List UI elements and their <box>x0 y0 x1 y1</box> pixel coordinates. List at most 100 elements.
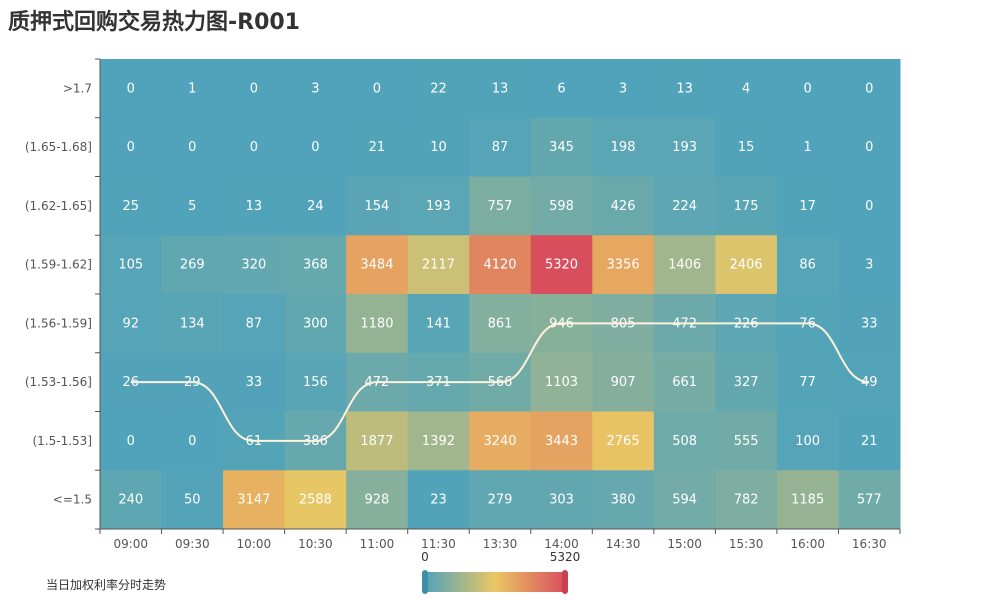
heatmap-cell[interactable] <box>530 235 593 295</box>
heatmap-cell[interactable] <box>715 470 778 530</box>
heatmap-cell[interactable] <box>469 470 532 530</box>
heatmap-cell[interactable] <box>100 294 163 354</box>
heatmap-cell[interactable] <box>838 59 901 119</box>
heatmap-cell[interactable] <box>284 176 347 236</box>
heatmap-cell[interactable] <box>469 176 532 236</box>
heatmap-cell[interactable] <box>161 176 224 236</box>
heatmap-cell[interactable] <box>223 176 286 236</box>
heatmap-cell[interactable] <box>223 117 286 177</box>
heatmap-cell[interactable] <box>161 59 224 119</box>
heatmap-cell-label: 21 <box>369 140 386 155</box>
heatmap-cell[interactable] <box>776 352 839 412</box>
heatmap-cell[interactable] <box>346 117 409 177</box>
heatmap-cell[interactable] <box>469 411 532 471</box>
heatmap-cell[interactable] <box>838 117 901 177</box>
heatmap-cell[interactable] <box>469 59 532 119</box>
heatmap-cell[interactable] <box>223 59 286 119</box>
heatmap-cell[interactable] <box>715 59 778 119</box>
heatmap-cell[interactable] <box>100 235 163 295</box>
heatmap-cell-label: 2588 <box>299 493 332 508</box>
heatmap-cell[interactable] <box>407 470 470 530</box>
heatmap-cell[interactable] <box>592 352 655 412</box>
heatmap-cell[interactable] <box>469 235 532 295</box>
heatmap-cell[interactable] <box>838 176 901 236</box>
heatmap-cell[interactable] <box>161 117 224 177</box>
heatmap-cell[interactable] <box>530 59 593 119</box>
heatmap-cell[interactable] <box>346 411 409 471</box>
heatmap-cell[interactable] <box>530 352 593 412</box>
visual-map[interactable]: 0 5320 <box>421 550 580 594</box>
heatmap-cell-label: 23 <box>430 493 447 508</box>
heatmap-cell[interactable] <box>653 470 716 530</box>
heatmap-cell[interactable] <box>284 352 347 412</box>
heatmap-cell[interactable] <box>776 235 839 295</box>
heatmap-cell[interactable] <box>592 411 655 471</box>
heatmap-cell[interactable] <box>407 117 470 177</box>
heatmap-cell[interactable] <box>284 294 347 354</box>
heatmap-cell[interactable] <box>838 411 901 471</box>
heatmap-cell[interactable] <box>223 470 286 530</box>
heatmap-cell[interactable] <box>223 235 286 295</box>
heatmap-cell[interactable] <box>715 176 778 236</box>
heatmap-cell[interactable] <box>100 59 163 119</box>
heatmap-cell[interactable] <box>653 59 716 119</box>
heatmap-cell[interactable] <box>776 411 839 471</box>
heatmap-cell[interactable] <box>100 470 163 530</box>
heatmap-cell[interactable] <box>407 235 470 295</box>
heatmap-cell[interactable] <box>838 235 901 295</box>
heatmap-cell[interactable] <box>530 117 593 177</box>
heatmap-cell[interactable] <box>653 117 716 177</box>
heatmap-cell[interactable] <box>407 59 470 119</box>
heatmap-cell[interactable] <box>346 470 409 530</box>
heatmap-cell[interactable] <box>715 117 778 177</box>
heatmap-cell[interactable] <box>776 176 839 236</box>
heatmap-cell[interactable] <box>100 411 163 471</box>
heatmap-cell[interactable] <box>223 352 286 412</box>
heatmap-cell[interactable] <box>161 235 224 295</box>
heatmap-cell[interactable] <box>530 411 593 471</box>
heatmap-cell[interactable] <box>407 411 470 471</box>
heatmap-cell[interactable] <box>223 294 286 354</box>
heatmap-cell[interactable] <box>284 117 347 177</box>
heatmap-cell[interactable] <box>653 411 716 471</box>
heatmap-cell[interactable] <box>653 176 716 236</box>
heatmap-cell[interactable] <box>776 470 839 530</box>
heatmap-cell[interactable] <box>715 352 778 412</box>
heatmap-cell-label: 327 <box>734 375 759 390</box>
heatmap-cell[interactable] <box>284 470 347 530</box>
heatmap-cell[interactable] <box>284 235 347 295</box>
heatmap-cell[interactable] <box>715 411 778 471</box>
heatmap-cell[interactable] <box>469 117 532 177</box>
heatmap-cell[interactable] <box>715 235 778 295</box>
heatmap-cell[interactable] <box>653 235 716 295</box>
heatmap-cell[interactable] <box>530 470 593 530</box>
heatmap-cell-label: 1392 <box>422 434 455 449</box>
heatmap-cell[interactable] <box>100 117 163 177</box>
heatmap-cell[interactable] <box>407 294 470 354</box>
heatmap-cell[interactable] <box>838 294 901 354</box>
heatmap-cell[interactable] <box>346 235 409 295</box>
heatmap-cell-label: 87 <box>492 140 509 155</box>
heatmap-cell[interactable] <box>776 117 839 177</box>
heatmap-cell[interactable] <box>592 470 655 530</box>
heatmap-cell[interactable] <box>838 352 901 412</box>
heatmap-cell[interactable] <box>592 176 655 236</box>
heatmap-cell[interactable] <box>653 352 716 412</box>
heatmap-cell[interactable] <box>284 59 347 119</box>
heatmap-cell[interactable] <box>100 176 163 236</box>
heatmap-cell[interactable] <box>161 411 224 471</box>
heatmap-cell[interactable] <box>346 294 409 354</box>
heatmap-cell[interactable] <box>346 176 409 236</box>
heatmap-cell[interactable] <box>530 176 593 236</box>
heatmap-cell[interactable] <box>161 470 224 530</box>
heatmap-cell[interactable] <box>838 470 901 530</box>
heatmap-cell[interactable] <box>346 59 409 119</box>
heatmap-cell[interactable] <box>161 294 224 354</box>
heatmap-cell[interactable] <box>592 59 655 119</box>
heatmap-cell[interactable] <box>469 294 532 354</box>
heatmap-cell[interactable] <box>407 176 470 236</box>
heatmap-cell[interactable] <box>776 59 839 119</box>
heatmap-cell[interactable] <box>592 117 655 177</box>
heatmap-cell[interactable] <box>592 235 655 295</box>
heatmap-cell-label: 426 <box>611 199 636 214</box>
